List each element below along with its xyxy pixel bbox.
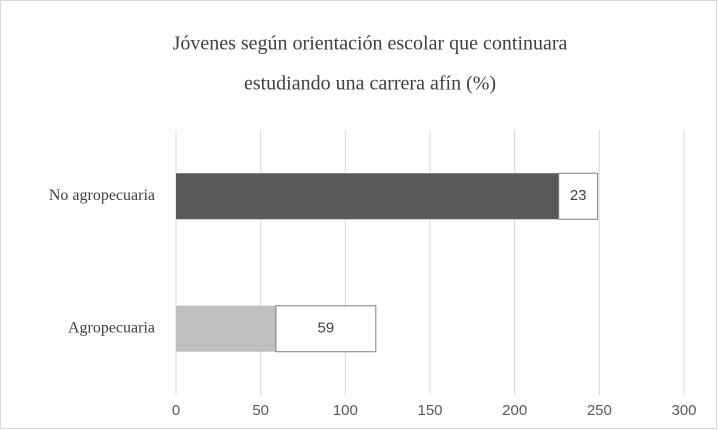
chart-title: Jóvenes según orientación escolar que co… <box>173 33 568 55</box>
x-tick-label: 100 <box>333 402 358 419</box>
y-tick-label: No agropecuaria <box>49 187 155 204</box>
x-tick-label: 200 <box>502 402 527 419</box>
bar-segment <box>275 305 377 353</box>
bar-segment <box>558 172 599 220</box>
x-tick-label: 150 <box>417 402 442 419</box>
data-label: 23 <box>570 187 587 204</box>
x-tick-label: 300 <box>671 402 696 419</box>
data-label: 59 <box>318 320 335 337</box>
x-tick-label: 0 <box>172 402 180 419</box>
y-tick-label: Agropecuaria <box>68 319 155 336</box>
bar-segment <box>176 305 276 352</box>
x-tick-label: 250 <box>587 402 612 419</box>
bar-segment <box>176 173 559 220</box>
x-tick-label: 50 <box>252 402 269 419</box>
chart-title: estudiando una carrera afín (%) <box>244 73 496 95</box>
